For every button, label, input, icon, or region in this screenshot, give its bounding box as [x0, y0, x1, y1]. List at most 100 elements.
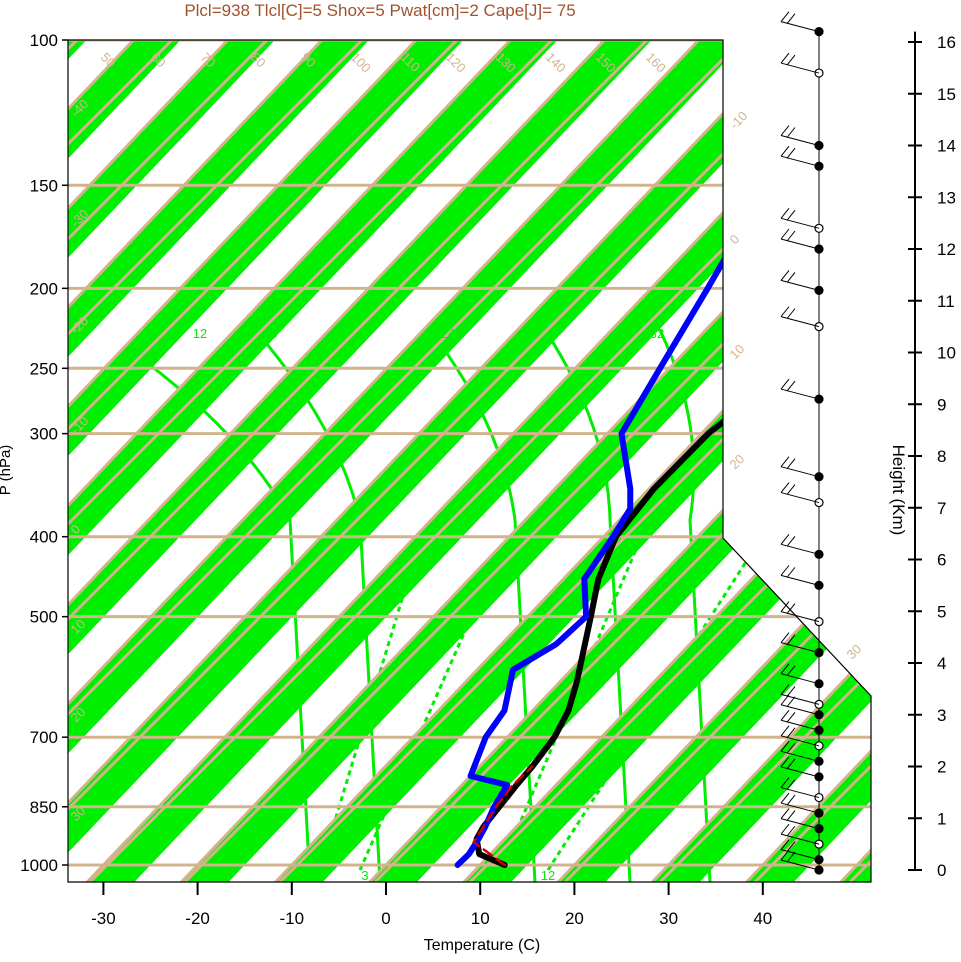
wind-barb-feather [786, 851, 796, 863]
wind-barb-feather [786, 458, 796, 470]
dry-adiabat-line [68, 40, 422, 882]
height-tick-label: 7 [937, 499, 946, 518]
wind-barb [780, 565, 824, 590]
p-tick-label: 500 [30, 608, 58, 627]
wind-barb-feather [780, 756, 790, 768]
wind-barb-shaft [780, 21, 820, 33]
wind-barb [780, 125, 824, 151]
wind-barb [780, 11, 824, 37]
height-axis-label: Height (Km) [889, 445, 908, 536]
wind-barb-feather [786, 810, 796, 821]
dry-adiabat-line [68, 40, 232, 882]
wind-barb-shaft [780, 693, 820, 705]
p-tick-label: 850 [30, 798, 58, 817]
wind-barb [780, 228, 824, 254]
green-band [366, 40, 871, 882]
wind-barb-feather [780, 306, 790, 317]
wind-barb-feather [780, 482, 790, 493]
mixing-ratio-label: 8 [490, 868, 497, 883]
height-tick-label: 0 [937, 861, 946, 880]
wind-barb [780, 306, 824, 332]
wind-barb-feather [786, 603, 796, 614]
wind-barb-feather [786, 209, 796, 221]
wind-barb-feather [780, 270, 790, 281]
t-tick-label: -10 [280, 909, 305, 928]
green-band [554, 40, 871, 882]
height-tick-label: 2 [937, 758, 946, 777]
dry-adiabat-line [658, 40, 871, 882]
wind-barb-feather [780, 565, 790, 576]
wind-barb-shaft [780, 279, 820, 291]
wind-barb-feather [780, 456, 790, 468]
wind-point [814, 27, 824, 37]
wind-barb-feather [780, 777, 790, 788]
wind-barb [780, 777, 824, 803]
wind-barb-feather [780, 228, 790, 240]
dry-adiabat-line [68, 40, 327, 882]
t-tick-label: 0 [381, 909, 390, 928]
height-tick-label: 13 [937, 188, 956, 207]
wind-barb-feather [780, 378, 790, 390]
moist-adiabat-line [543, 329, 632, 882]
wind-barb [780, 823, 824, 849]
profile-layer [454, 40, 871, 868]
dry-adiabat-line [68, 40, 802, 882]
wind-barb-shaft [780, 316, 820, 328]
wind-barb-feather [780, 52, 790, 64]
moist-adiabat-line [428, 329, 537, 882]
height-tick-label: 15 [937, 85, 956, 104]
wind-barb-feather [786, 230, 796, 242]
plot-frame [67, 39, 872, 883]
isotherm-line [68, 40, 718, 882]
wind-barb-feather [786, 54, 796, 66]
dry-adiabat-label: 20 [727, 451, 748, 472]
mixing-ratio-line [546, 539, 762, 871]
wind-barb-feather [786, 727, 796, 739]
pressure-axis: 100 150 200 250 300 400 500 700 850 1000 [20, 31, 68, 875]
isotherm-line [270, 40, 871, 882]
dry-adiabat-line [183, 40, 871, 882]
height-tick-label: 8 [937, 447, 946, 466]
wind-barb-feather [786, 484, 796, 495]
series-line-parcel [472, 765, 534, 867]
height-tick-label: 16 [937, 33, 956, 52]
height-tick-label: 6 [937, 551, 946, 570]
wind-barb-feather [786, 380, 796, 392]
green-band [68, 40, 481, 882]
wind-barb-feather [780, 11, 790, 22]
dry-adiabat-line [945, 0, 961, 882]
dry-adiabat-line [468, 40, 871, 882]
isotherm-line [68, 40, 624, 882]
mixing-ratio-label: 16 [263, 326, 277, 341]
wind-barb [780, 456, 824, 482]
wind-barb-shaft [780, 388, 820, 400]
wind-barb-feather [780, 534, 790, 545]
wind-barb [780, 756, 824, 782]
wind-barb [780, 632, 824, 658]
t-tick-label: 30 [659, 909, 678, 928]
chart-title: Plcl=938 Tlcl[C]=5 Shox=5 Pwat[cm]=2 Cap… [184, 1, 575, 20]
height-tick-label: 5 [937, 602, 946, 621]
wind-barb-feather [780, 808, 790, 819]
isotherm-line [647, 40, 871, 882]
wind-barb [780, 378, 824, 404]
wind-barb-feather [786, 665, 796, 677]
wind-barb-feather [780, 839, 790, 850]
wind-barb [780, 709, 824, 735]
mixing-ratio-label: 32 [650, 326, 664, 341]
wind-barb-feather [786, 13, 796, 24]
green-band [177, 40, 871, 882]
wind-barb-feather [786, 147, 796, 159]
dry-adiabat-label: 30 [844, 641, 865, 662]
wind-barb-feather [786, 794, 796, 806]
wind-barb-shaft [780, 574, 820, 586]
wind-barb-feather [780, 207, 790, 219]
wind-barb-shaft [780, 543, 820, 555]
height-tick-label: 11 [937, 292, 955, 311]
height-tick-label: 12 [937, 240, 956, 259]
y-axis-label: P (hPa) [0, 445, 14, 496]
mixing-ratio-line [498, 539, 642, 871]
x-axis-label: Temperature (C) [424, 937, 540, 954]
green-band [68, 40, 293, 882]
